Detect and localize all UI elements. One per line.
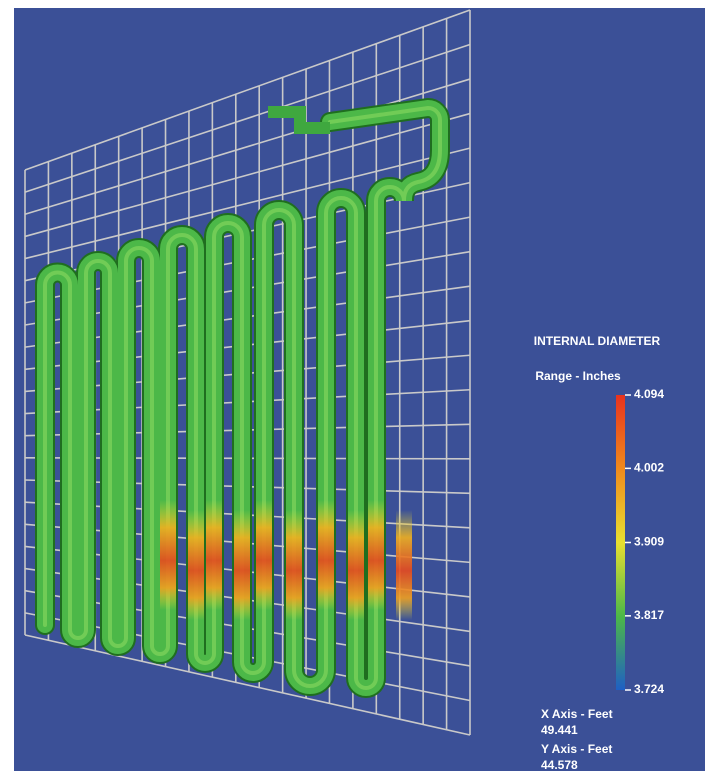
legend-subtitle: Range - Inches	[535, 369, 621, 383]
hot-spot	[396, 510, 412, 620]
axis-info-label: X Axis - Feet	[541, 707, 613, 721]
hot-spot	[206, 500, 222, 610]
visualization: INTERNAL DIAMETER Range - Inches 4.094 4.…	[0, 0, 705, 771]
hot-spot	[348, 510, 364, 620]
hot-spot	[188, 510, 204, 620]
axis-info-value: 44.578	[541, 758, 578, 771]
axis-info-value: 49.441	[541, 723, 578, 737]
tick-label: 4.094	[634, 387, 664, 401]
hot-spot	[318, 500, 334, 610]
tick-label: 4.002	[634, 461, 664, 475]
tick-label: 3.724	[634, 682, 664, 696]
color-bar	[616, 395, 625, 690]
hot-spot	[286, 510, 302, 620]
hot-spot	[256, 500, 272, 610]
tick-label: 3.817	[634, 608, 664, 622]
tick-label: 3.909	[634, 535, 664, 549]
axis-info-label: Y Axis - Feet	[541, 742, 612, 756]
hot-spot	[234, 510, 250, 620]
hot-spot	[160, 500, 176, 610]
legend-title: INTERNAL DIAMETER	[534, 334, 661, 348]
hot-spot	[368, 500, 384, 610]
